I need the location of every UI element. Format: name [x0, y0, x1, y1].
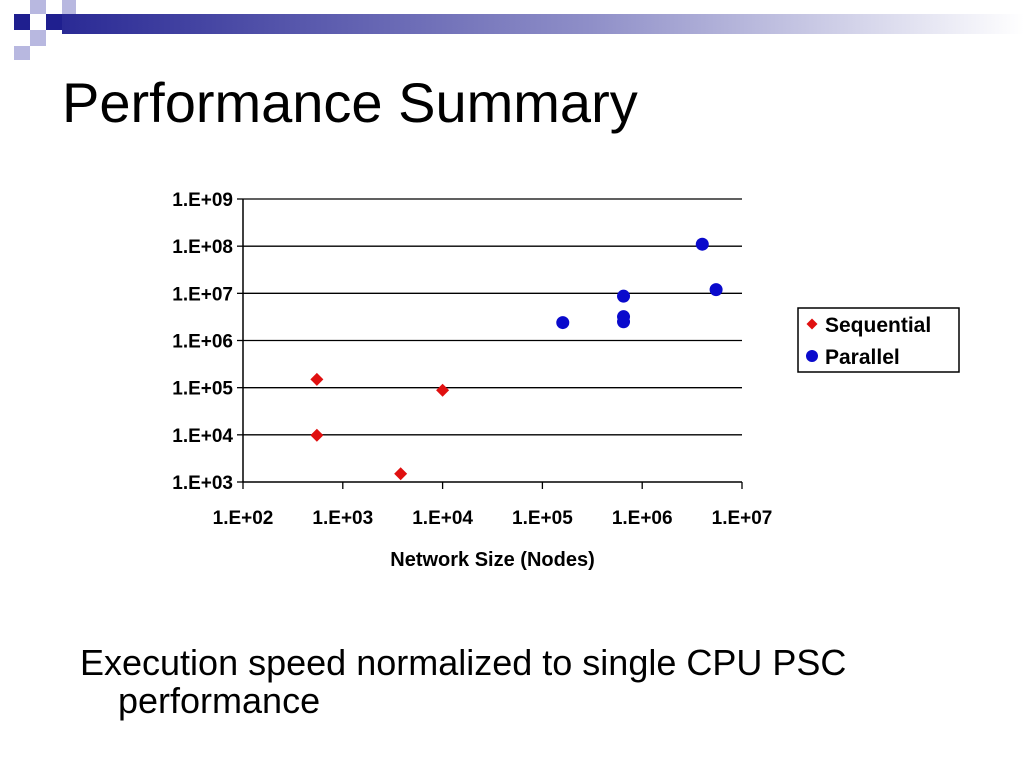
parallel-point: [695, 237, 709, 251]
y-tick-label: 1.E+09: [172, 190, 233, 211]
y-tick-label: 1.E+08: [172, 237, 233, 258]
legend-box: [797, 307, 960, 373]
parallel-point: [709, 283, 723, 297]
chart-marks: [310, 237, 723, 481]
caption-line-1: Execution speed normalized to single CPU…: [80, 642, 847, 683]
y-tick-label: 1.E+05: [172, 379, 233, 400]
chart-legend: Sequential Parallel: [797, 307, 960, 373]
y-tick-label: 1.E+06: [172, 332, 233, 353]
caption-line-2: performance: [118, 680, 321, 721]
x-tick-label: 1.E+03: [312, 508, 373, 529]
x-tick-label: 1.E+04: [412, 508, 473, 529]
sequential-point: [310, 428, 324, 442]
y-tick-label: 1.E+04: [172, 426, 233, 447]
legend-marker-sequential: [806, 318, 818, 330]
sequential-point: [310, 372, 324, 386]
y-tick-label: 1.E+07: [172, 284, 233, 305]
x-tick-label: 1.E+07: [712, 508, 773, 529]
parallel-point: [617, 289, 631, 303]
x-tick-label: 1.E+02: [213, 508, 274, 529]
slide-caption: Execution speed normalized to single CPU…: [80, 644, 980, 720]
sequential-point: [436, 383, 450, 397]
legend-label-parallel: Parallel: [825, 346, 900, 369]
chart-ticks: 1.E+03 1.E+04 1.E+05 1.E+06 1.E+07 1.E+08 1.E+…: [172, 190, 772, 529]
x-tick-label: 1.E+06: [612, 508, 673, 529]
y-tick-label: 1.E+03: [172, 473, 233, 494]
x-tick-label: 1.E+05: [512, 508, 573, 529]
slide-title: Performance Summary: [62, 71, 638, 134]
parallel-point: [617, 315, 631, 329]
x-axis-label: Network Size (Nodes): [390, 549, 594, 571]
parallel-point: [556, 316, 570, 330]
legend-label-sequential: Sequential: [825, 314, 931, 337]
corner-decoration: [14, 0, 1024, 60]
chart-grid: [243, 198, 742, 436]
scatter-chart: 1.E+03 1.E+04 1.E+05 1.E+06 1.E+07 1.E+08 1.E+…: [172, 190, 960, 571]
legend-marker-parallel: [806, 350, 818, 362]
sequential-point: [394, 467, 408, 481]
